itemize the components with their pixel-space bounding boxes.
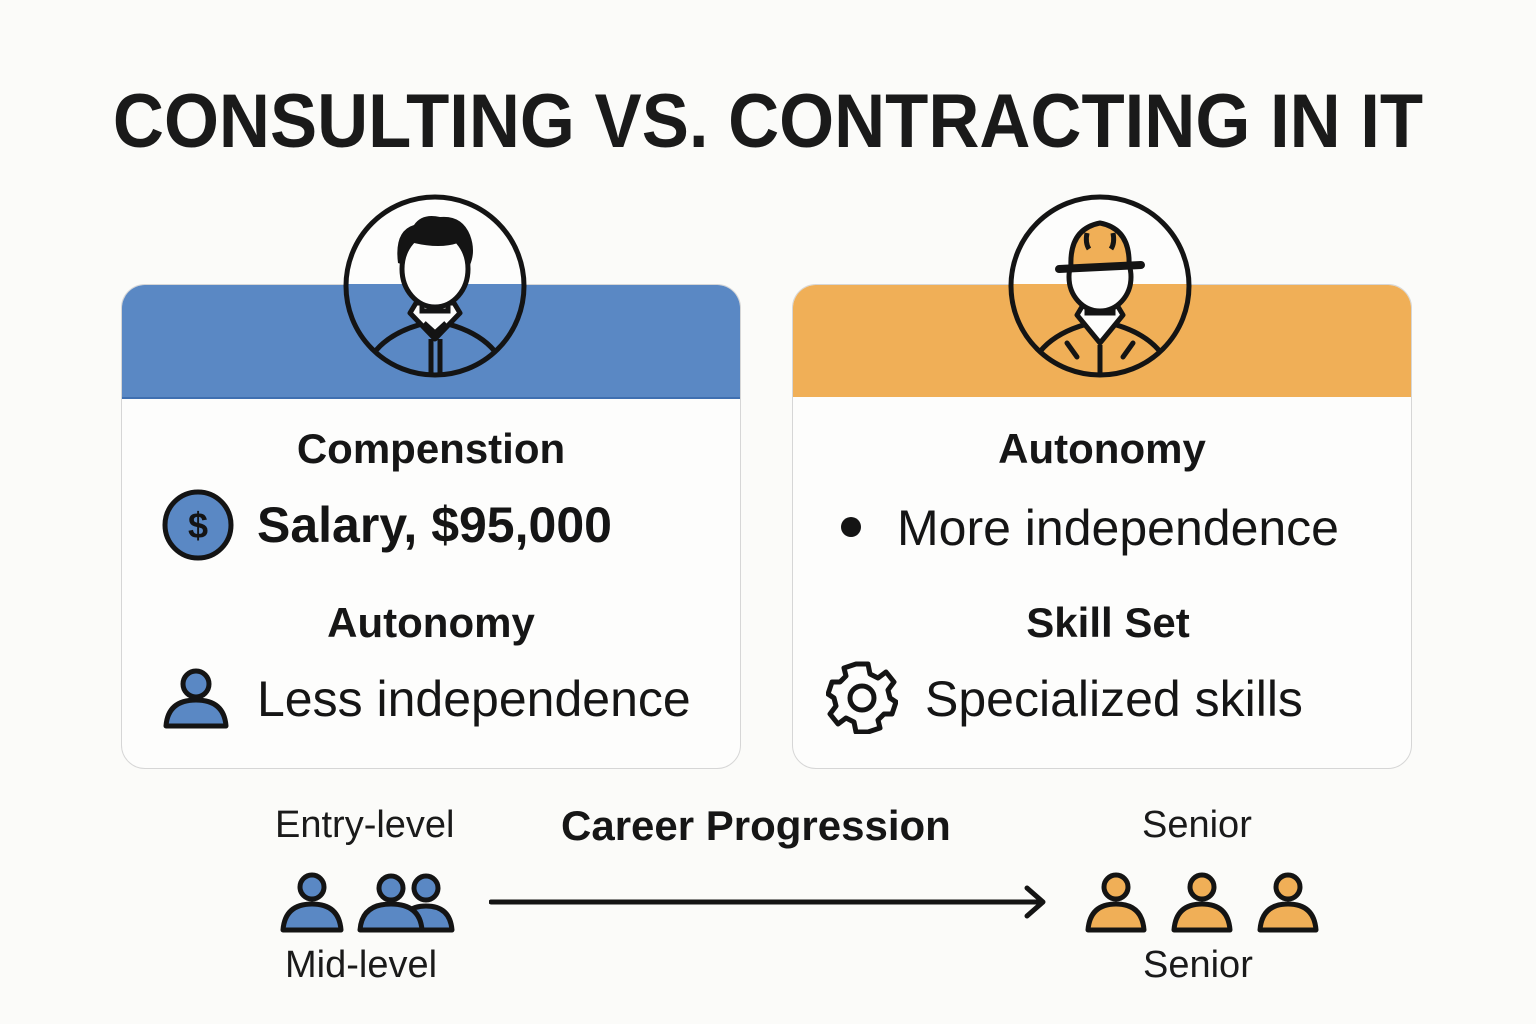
more-independence-text: More independence	[897, 500, 1339, 556]
people-pair-icon	[357, 873, 455, 933]
consulting-autonomy-heading: Autonomy	[327, 599, 535, 646]
career-progression-title: Career Progression	[561, 802, 951, 849]
progression-arrow-icon	[489, 885, 1046, 919]
less-independence-text: Less independence	[257, 671, 691, 727]
skill-set-heading: Skill Set	[1026, 599, 1190, 646]
specialized-skills-text: Specialized skills	[925, 671, 1303, 727]
compensation-heading: Compenstion	[296, 425, 566, 472]
person-icon	[163, 668, 229, 729]
dollar-coin-icon: $	[162, 489, 234, 561]
hard-hat-worker-icon	[1008, 194, 1192, 378]
senior-bottom-label: Senior	[1143, 944, 1253, 986]
businessman-icon	[343, 194, 527, 378]
mid-level-label: Mid-level	[285, 944, 438, 986]
entry-level-label: Entry-level	[275, 804, 455, 846]
person-icon	[280, 872, 344, 933]
gear-icon	[826, 661, 898, 734]
bullet-icon	[841, 517, 861, 537]
page-title: CONSULTING VS. CONTRACTING IN IT	[112, 79, 1424, 164]
person-icon	[1085, 872, 1147, 933]
senior-top-label: Senior	[1142, 804, 1252, 846]
person-icon	[1171, 872, 1233, 933]
svg-text:$: $	[188, 505, 208, 546]
contracting-autonomy-heading: Autonomy	[998, 425, 1206, 472]
salary-text: Salary, $95,000	[257, 497, 612, 553]
person-icon	[1257, 872, 1319, 933]
